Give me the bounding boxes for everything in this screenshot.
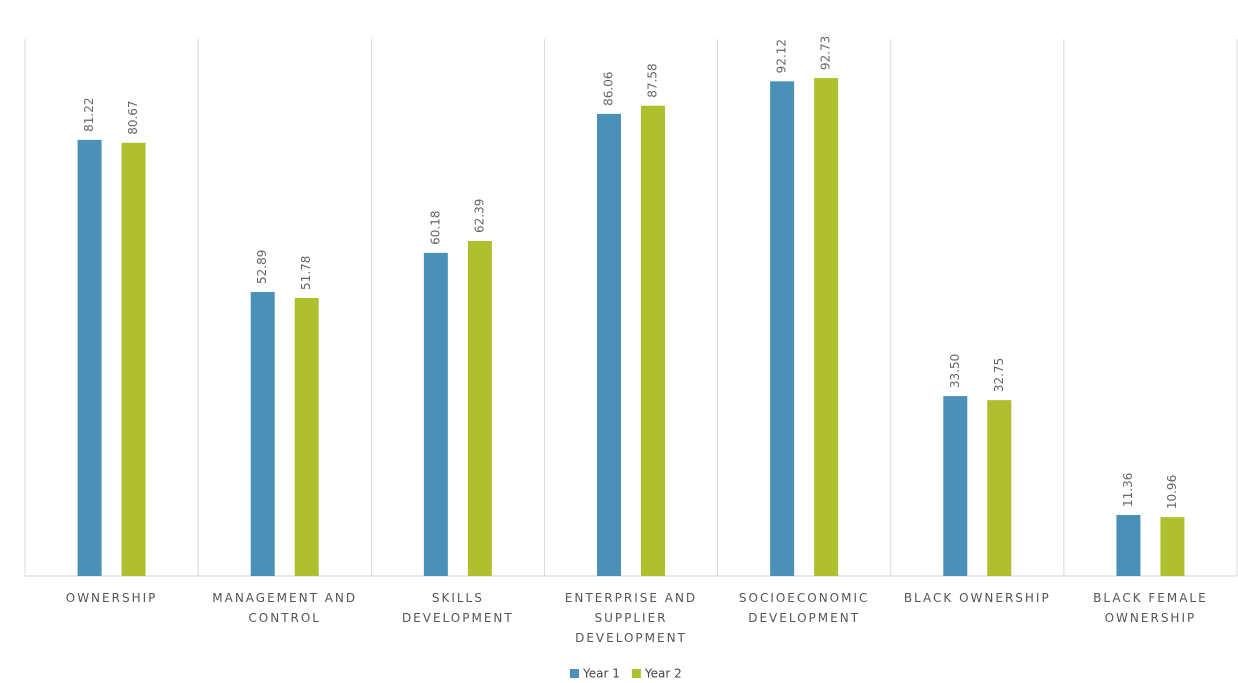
x-tick-label: BLACK FEMALE OWNERSHIP <box>1093 591 1208 625</box>
bar <box>814 78 839 576</box>
value-label: 33.50 <box>948 354 962 388</box>
bar <box>943 396 968 576</box>
legend-swatch <box>570 669 579 678</box>
x-tick-label: BLACK OWNERSHIP <box>903 591 1051 605</box>
legend-label: Year 2 <box>644 667 682 681</box>
value-label: 32.75 <box>992 358 1006 392</box>
value-label: 62.39 <box>472 199 486 233</box>
x-tick-label: ENTERPRISE AND SUPPLIER DEVELOPMENT <box>564 591 698 645</box>
bar <box>423 252 448 576</box>
x-tick-label: SKILLS DEVELOPMENT <box>401 591 514 625</box>
x-tick-label: OWNERSHIP <box>65 591 158 605</box>
value-label: 92.12 <box>775 39 789 73</box>
value-label: 51.78 <box>299 256 313 290</box>
bar <box>770 81 795 576</box>
bar <box>1160 517 1185 576</box>
value-label: 11.36 <box>1121 473 1135 507</box>
bar <box>1116 514 1141 576</box>
bar <box>250 291 275 576</box>
bar <box>597 113 621 577</box>
bar <box>77 139 102 576</box>
x-tick-label: MANAGEMENT AND CONTROL <box>212 591 358 625</box>
legend-swatch <box>631 669 641 678</box>
value-label: 92.73 <box>819 36 833 70</box>
legend-label: Year 1 <box>582 667 620 681</box>
x-tick-label: SOCIOECONOMIC DEVELOPMENT <box>738 591 870 625</box>
value-label: 86.06 <box>602 71 616 105</box>
value-label: 60.18 <box>428 210 442 244</box>
bar <box>641 105 665 576</box>
bar <box>467 240 492 576</box>
bar <box>294 297 319 576</box>
value-label: 87.58 <box>646 63 660 97</box>
value-label: 52.89 <box>255 250 269 284</box>
value-label: 10.96 <box>1165 475 1179 509</box>
value-label: 81.22 <box>82 97 96 131</box>
value-label: 80.67 <box>126 100 140 134</box>
bar <box>121 142 146 576</box>
bar <box>987 400 1012 576</box>
